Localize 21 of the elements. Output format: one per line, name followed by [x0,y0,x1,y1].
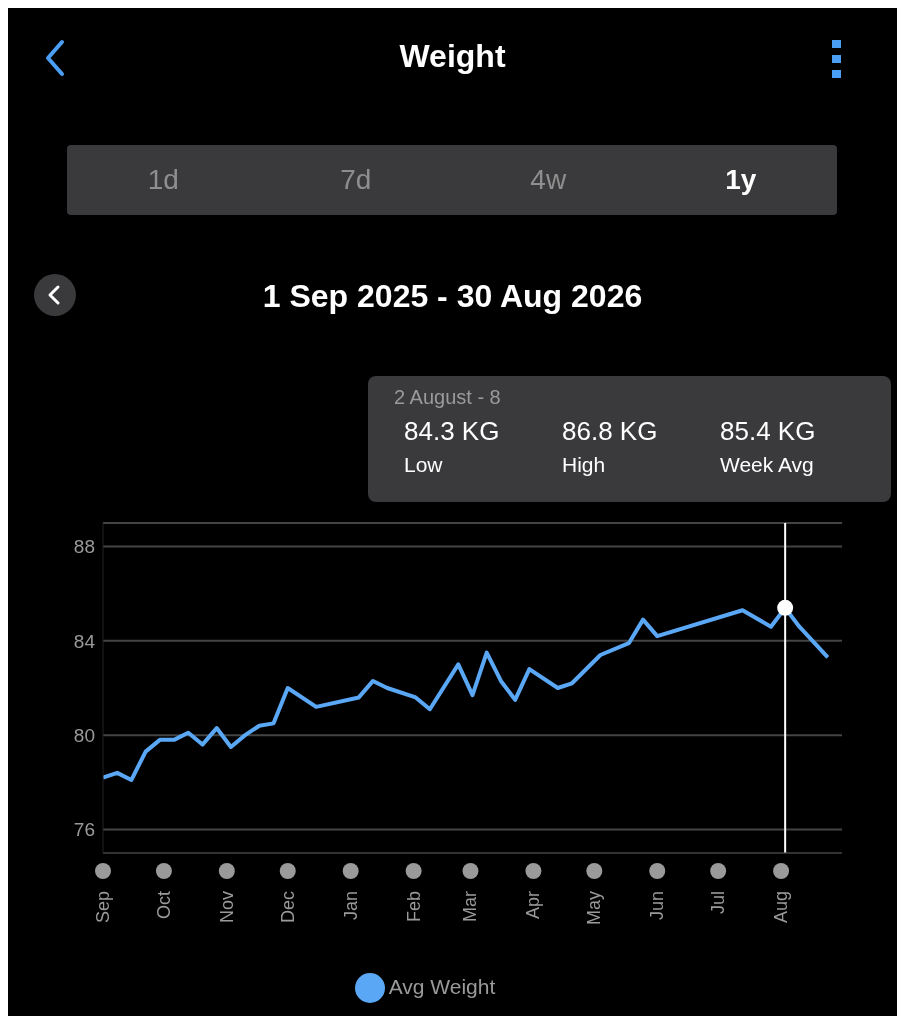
y-tick-label: 76 [73,819,95,841]
y-tick-label: 88 [73,536,95,558]
x-tick-label: Sep [93,891,113,924]
chart-subtitle: 1 Sep 2025 - 30 Aug 2026 [261,278,644,315]
info-panel: 2 August - 8 84.3 KG Low 86.8 KG High 85.4 KG Week Avg [368,376,891,502]
x-tick-label: May [584,891,605,926]
x-tick-label: Jan [340,891,361,921]
chart-title: Weight [398,38,507,75]
x-tick-label: Nov [216,891,237,924]
y-tick-label: 80 [73,724,95,746]
x-tick-label: Oct [153,891,174,920]
x-tick-label: Apr [523,891,544,920]
x-tick-label: Jun [647,891,668,921]
x-tick-label: Feb [403,891,424,923]
legend-label: Avg Weight [388,974,496,998]
y-tick-label: 84 [73,630,96,652]
x-tick-label: Dec [277,891,298,924]
x-tick-label: Mar [460,891,481,922]
x-tick-label: Aug [771,891,792,924]
range-selector: 1d 7d 4w 1y [67,145,837,215]
x-tick-label: Jul [708,891,729,915]
